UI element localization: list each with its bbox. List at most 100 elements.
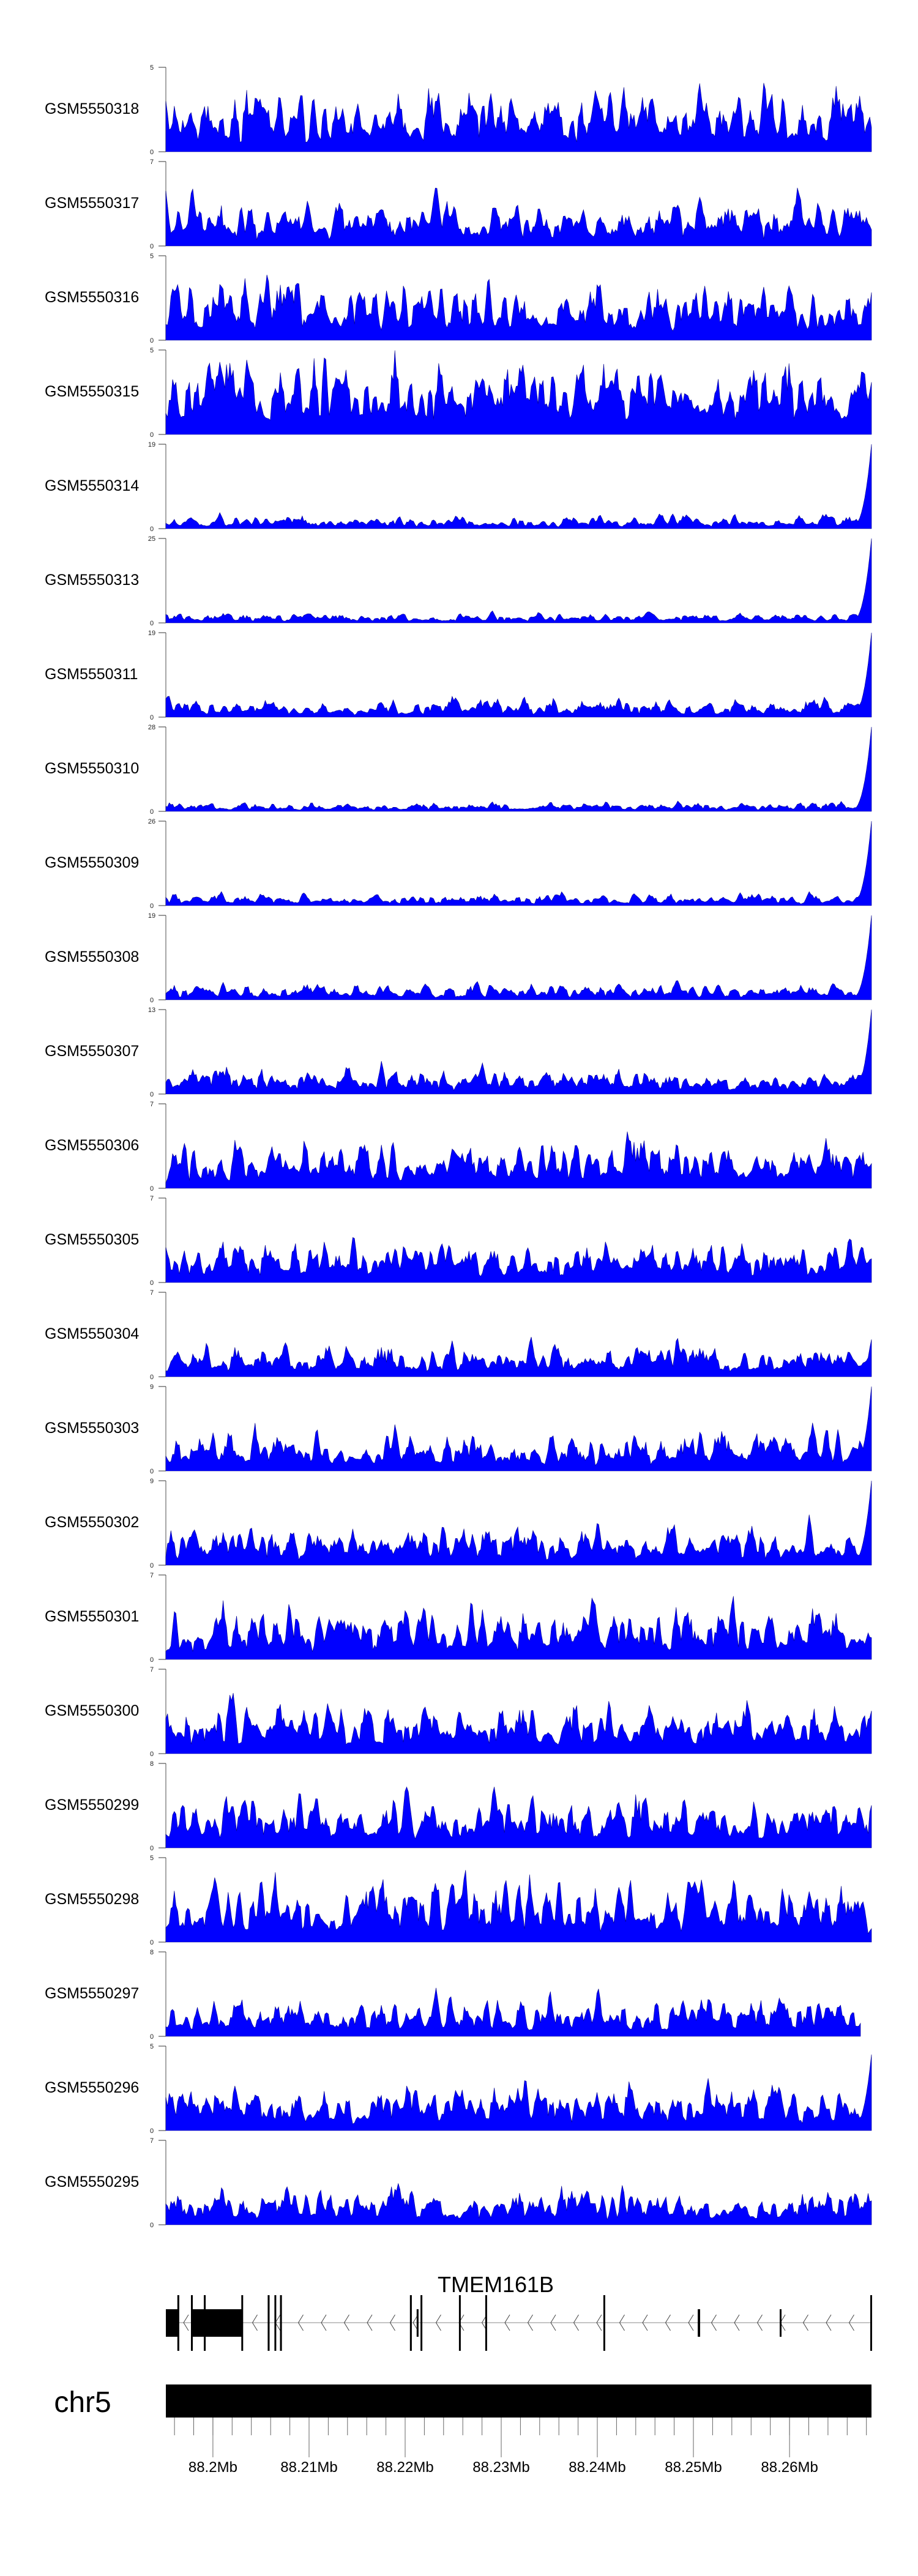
coverage-area <box>165 538 872 624</box>
y-tick-label-min: 0 <box>150 1656 154 1664</box>
y-tick-label-min: 0 <box>150 337 154 344</box>
y-tick-label-min: 0 <box>150 714 154 721</box>
y-tick-label-max: 7 <box>150 2137 154 2145</box>
exon <box>204 2295 206 2351</box>
y-tick-label-max: 7 <box>150 1572 154 1579</box>
track-GSM5550309: GSM5550309 26 0 <box>45 818 872 910</box>
gene-name-label: TMEM161B <box>438 2272 554 2297</box>
axis-tick-label: 88.23Mb <box>472 2459 529 2476</box>
y-tick-label-max: 28 <box>148 724 155 731</box>
y-tick-label-min: 0 <box>150 2127 154 2135</box>
strand-arrow-icon <box>665 2314 671 2331</box>
track-GSM5550314: GSM5550314 19 0 <box>45 441 872 533</box>
track-GSM5550305: GSM5550305 7 0 <box>45 1195 872 1287</box>
y-tick-label-min: 0 <box>150 1562 154 1569</box>
exon <box>420 2295 423 2351</box>
exon <box>274 2295 277 2351</box>
axis-tick-label: 88.21Mb <box>280 2459 337 2476</box>
track-GSM5550296: GSM5550296 5 0 <box>45 2043 872 2135</box>
track-GSM5550299: GSM5550299 8 0 <box>45 1760 872 1852</box>
strand-arrow-icon <box>596 2314 602 2331</box>
exon <box>177 2295 179 2351</box>
y-tick-label-min: 0 <box>150 1751 154 1758</box>
exon <box>458 2295 461 2351</box>
strand-arrow-icon <box>802 2314 808 2331</box>
track-GSM5550307: GSM5550307 13 0 <box>45 1007 872 1098</box>
coverage-area <box>165 1870 872 1943</box>
track-label: GSM5550303 <box>45 1420 139 1437</box>
gene-track: TMEM161B <box>166 2272 872 2351</box>
y-tick-label-max: 5 <box>150 1855 154 1862</box>
exon <box>416 2309 419 2337</box>
exon <box>780 2309 782 2337</box>
axis-tick-label: 88.2Mb <box>188 2459 237 2476</box>
strand-arrow-icon <box>734 2314 740 2331</box>
strand-arrow-icon <box>826 2314 832 2331</box>
y-tick-label-min: 0 <box>150 997 154 1004</box>
track-GSM5550302: GSM5550302 9 0 <box>45 1478 872 1569</box>
track-GSM5550316: GSM5550316 5 0 <box>45 253 872 344</box>
exon <box>241 2295 244 2351</box>
exon <box>870 2295 872 2351</box>
strand-arrow-icon <box>252 2314 258 2331</box>
track-GSM5550318: GSM5550318 5 0 <box>45 64 872 156</box>
y-tick-label-max: 8 <box>150 1760 154 1768</box>
track-label: GSM5550305 <box>45 1231 139 1248</box>
track-label: GSM5550296 <box>45 2079 139 2096</box>
y-tick-label-min: 0 <box>150 149 154 156</box>
exon <box>603 2295 605 2351</box>
strand-arrow-icon <box>573 2314 579 2331</box>
coverage-area <box>165 1692 872 1754</box>
y-tick-label-max: 26 <box>148 818 155 825</box>
track-GSM5550313: GSM5550313 25 0 <box>45 535 872 627</box>
track-label: GSM5550304 <box>45 1325 139 1342</box>
strand-arrow-icon <box>619 2314 625 2331</box>
track-GSM5550311: GSM5550311 19 0 <box>45 630 872 721</box>
y-tick-label-max: 19 <box>148 441 155 449</box>
y-tick-label-max: 7 <box>150 1289 154 1297</box>
track-label: GSM5550300 <box>45 1702 139 1719</box>
coverage-area <box>165 1596 872 1660</box>
y-tick-label-min: 0 <box>150 620 154 627</box>
y-tick-label-min: 0 <box>150 1091 154 1098</box>
y-tick-label-max: 7 <box>150 1195 154 1202</box>
strand-arrow-icon <box>297 2314 304 2331</box>
strand-arrow-icon <box>183 2314 189 2331</box>
track-GSM5550298: GSM5550298 5 0 <box>45 1855 872 1946</box>
axis-tick-label: 88.24Mb <box>569 2459 625 2476</box>
exon <box>280 2295 282 2351</box>
y-tick-label-max: 9 <box>150 1383 154 1391</box>
coverage-area <box>165 444 872 529</box>
y-tick-label-min: 0 <box>150 243 154 250</box>
strand-arrow-icon <box>527 2314 533 2331</box>
track-label: GSM5550306 <box>45 1137 139 1154</box>
strand-arrow-icon <box>756 2314 763 2331</box>
track-label: GSM5550316 <box>45 289 139 306</box>
exon <box>166 2309 179 2337</box>
y-tick-label-min: 0 <box>150 1279 154 1287</box>
strand-arrow-icon <box>688 2314 694 2331</box>
strand-arrow-icon <box>389 2314 395 2331</box>
coverage-area <box>165 1336 872 1377</box>
strand-arrow-icon <box>848 2314 854 2331</box>
track-GSM5550306: GSM5550306 7 0 <box>45 1101 872 1193</box>
y-tick-label-min: 0 <box>150 808 154 816</box>
coverage-area <box>165 1386 872 1472</box>
y-tick-label-max: 5 <box>150 253 154 260</box>
coverage-area <box>165 275 872 341</box>
coverage-area <box>165 187 872 247</box>
y-tick-label-max: 19 <box>148 630 155 637</box>
strand-arrow-icon <box>435 2314 441 2331</box>
strand-arrow-icon <box>550 2314 556 2331</box>
track-label: GSM5550299 <box>45 1796 139 1814</box>
chromosome-bar <box>166 2384 871 2418</box>
track-GSM5550297: GSM5550297 8 0 <box>45 1949 861 2041</box>
track-label: GSM5550301 <box>45 1608 139 1625</box>
y-tick-label-max: 9 <box>150 1478 154 1485</box>
coverage-area <box>165 1480 872 1566</box>
exon <box>191 2309 242 2337</box>
coverage-area <box>165 726 872 812</box>
strand-arrow-icon <box>642 2314 648 2331</box>
y-tick-label-max: 8 <box>150 1949 154 1956</box>
